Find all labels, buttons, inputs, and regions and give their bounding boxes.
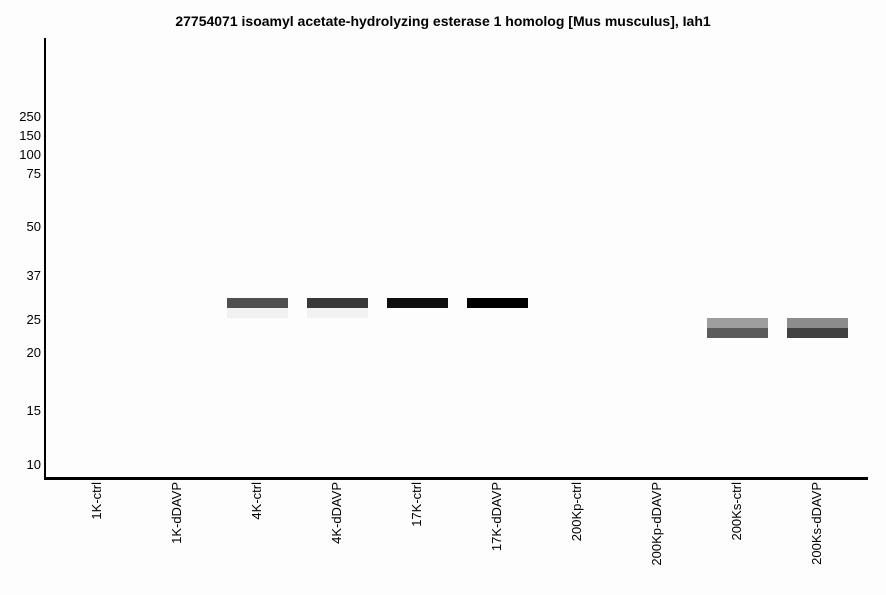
chart-title: 27754071 isoamyl acetate-hydrolyzing est… [175,13,711,29]
y-tick-label-25kda: 25 [26,312,41,327]
y-tick-label-100kda: 100 [19,147,41,162]
y-tick-label-250kda: 250 [19,109,41,124]
y-tick-label-10kda: 10 [26,457,41,472]
gel-band-4k-ddavp-seg1 [307,298,368,308]
lane-label-1k-ctrl: 1K-ctrl [89,482,104,520]
y-tick-label-20kda: 20 [26,345,41,360]
lane-label-200kp-ctrl: 200Kp-ctrl [569,482,584,542]
lane-label-200ks-ctrl: 200Ks-ctrl [729,482,744,541]
gel-band-4k-ctrl-seg1 [227,298,288,308]
lane-label-200ks-ddavp: 200Ks-dDAVP [809,482,824,565]
gel-band-200ks-ddavp-seg2 [787,328,848,338]
gel-band-4k-ctrl-seg2 [227,308,288,318]
lane-label-200kp-ddavp: 200Kp-dDAVP [649,482,664,566]
gel-band-17k-ctrl-seg1 [387,298,448,308]
y-axis-line [44,38,46,480]
lane-label-17k-ctrl: 17K-ctrl [409,482,424,527]
gel-band-200ks-ctrl-seg1 [707,318,768,328]
x-axis-line [44,477,868,480]
lane-label-4k-ddavp: 4K-dDAVP [329,482,344,544]
gel-band-4k-ddavp-seg2 [307,308,368,318]
gel-band-200ks-ctrl-seg2 [707,328,768,338]
gel-band-17k-ddavp-seg1 [467,298,528,308]
y-tick-label-150kda: 150 [19,128,41,143]
lane-label-1k-ddavp: 1K-dDAVP [169,482,184,544]
y-tick-label-15kda: 15 [26,403,41,418]
y-tick-label-50kda: 50 [26,219,41,234]
lane-label-17k-ddavp: 17K-dDAVP [489,482,504,552]
y-tick-label-75kda: 75 [26,166,41,181]
gel-band-200ks-ddavp-seg1 [787,318,848,328]
y-tick-label-37kda: 37 [26,268,41,283]
lane-label-4k-ctrl: 4K-ctrl [249,482,264,520]
